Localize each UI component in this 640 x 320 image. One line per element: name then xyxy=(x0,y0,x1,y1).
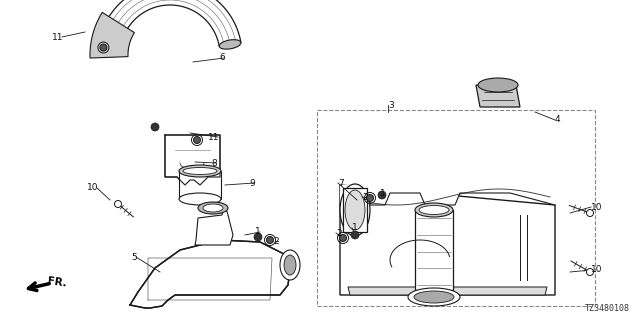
Ellipse shape xyxy=(345,190,365,230)
Polygon shape xyxy=(340,185,555,295)
Text: 11: 11 xyxy=(208,132,220,141)
Polygon shape xyxy=(165,135,220,185)
Polygon shape xyxy=(415,210,453,290)
Ellipse shape xyxy=(203,204,223,212)
Text: FR.: FR. xyxy=(47,276,68,288)
Circle shape xyxy=(351,231,359,239)
Polygon shape xyxy=(476,85,520,107)
Ellipse shape xyxy=(198,202,228,214)
Bar xyxy=(317,110,595,306)
Bar xyxy=(179,171,221,199)
Circle shape xyxy=(100,44,107,51)
Text: 10: 10 xyxy=(591,266,602,275)
Circle shape xyxy=(378,191,386,199)
Circle shape xyxy=(151,123,159,131)
Ellipse shape xyxy=(220,40,241,49)
Ellipse shape xyxy=(408,288,460,306)
Text: 4: 4 xyxy=(555,116,561,124)
Polygon shape xyxy=(195,205,233,245)
Text: 2: 2 xyxy=(362,193,367,202)
Text: 10: 10 xyxy=(87,183,99,193)
Bar xyxy=(343,188,367,232)
Polygon shape xyxy=(90,12,134,58)
Circle shape xyxy=(586,268,593,276)
Text: 2: 2 xyxy=(336,228,342,237)
Circle shape xyxy=(367,195,374,202)
Text: 6: 6 xyxy=(219,53,225,62)
Text: 5: 5 xyxy=(131,252,137,261)
Circle shape xyxy=(193,137,200,143)
Text: 9: 9 xyxy=(249,179,255,188)
Ellipse shape xyxy=(183,167,217,174)
Ellipse shape xyxy=(414,291,454,303)
Text: 1: 1 xyxy=(380,188,386,197)
Polygon shape xyxy=(348,287,547,295)
Text: 1: 1 xyxy=(255,228,260,236)
Text: 10: 10 xyxy=(591,203,602,212)
Ellipse shape xyxy=(100,33,122,45)
Text: 8: 8 xyxy=(211,158,217,167)
Text: 11: 11 xyxy=(52,33,63,42)
Circle shape xyxy=(586,210,593,217)
Ellipse shape xyxy=(280,250,300,280)
Polygon shape xyxy=(100,0,241,46)
Ellipse shape xyxy=(179,193,221,205)
Text: 7: 7 xyxy=(338,179,344,188)
Polygon shape xyxy=(130,240,290,308)
Circle shape xyxy=(266,236,273,244)
Text: 3: 3 xyxy=(388,100,394,109)
Circle shape xyxy=(339,235,346,242)
Ellipse shape xyxy=(419,205,449,214)
Polygon shape xyxy=(340,185,555,205)
Ellipse shape xyxy=(478,78,518,92)
Circle shape xyxy=(115,201,122,207)
Circle shape xyxy=(254,233,262,241)
Text: 2: 2 xyxy=(273,236,278,245)
Ellipse shape xyxy=(179,165,221,177)
Ellipse shape xyxy=(284,255,296,275)
Text: TZ3480108: TZ3480108 xyxy=(585,304,630,313)
Text: 1: 1 xyxy=(352,223,358,233)
Ellipse shape xyxy=(340,184,370,236)
Ellipse shape xyxy=(415,203,453,217)
